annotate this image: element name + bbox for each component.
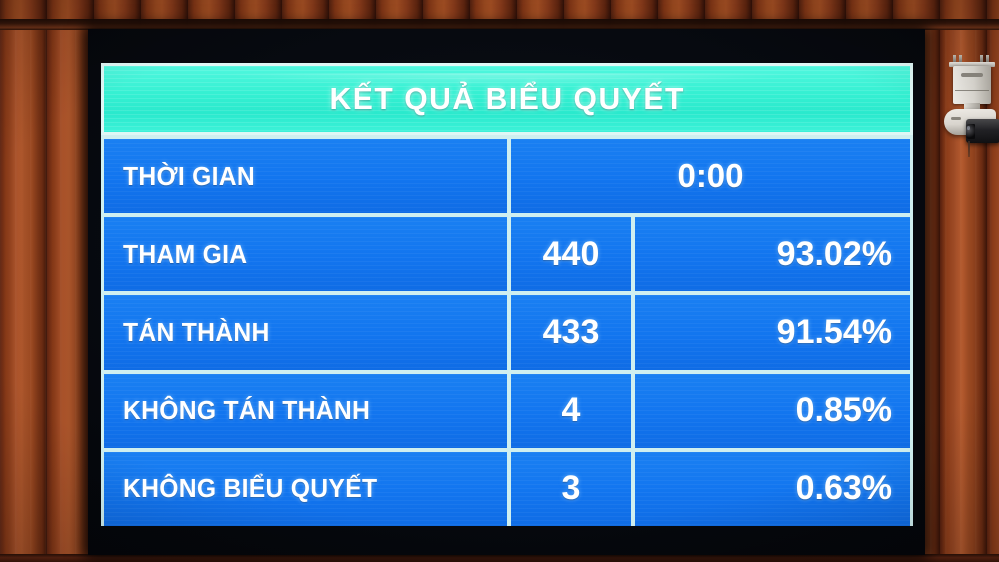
row-count-text: 4 [561, 391, 581, 430]
row-count-text: 3 [561, 469, 581, 508]
row-count-tham-gia: 440 [511, 217, 631, 292]
row-count-khong-tan-thanh: 4 [511, 373, 631, 448]
row-count-text: 433 [542, 313, 600, 351]
row-percent-text: 0.63% [795, 469, 892, 508]
table-row: TÁN THÀNH 433 91.54% [101, 295, 913, 370]
voting-result-board: KẾT QUẢ BIỂU QUYẾT THỜI GIAN 0:00 THAM G… [101, 63, 913, 527]
row-percent-khong-bieu-quyet: 0.63% [635, 451, 910, 527]
row-label-text: KHÔNG TÁN THÀNH [123, 395, 371, 426]
camera-box-vent [961, 73, 983, 77]
row-label-text: KHÔNG BIỂU QUYẾT [123, 473, 378, 504]
row-label-text: THAM GIA [123, 238, 248, 269]
camera-arm-marking [951, 117, 961, 120]
row-count-tan-thanh: 433 [511, 295, 631, 370]
camera-lens-highlight [967, 126, 970, 130]
board-header: KẾT QUẢ BIỂU QUYẾT [101, 63, 913, 135]
timer-value: 0:00 [677, 157, 744, 195]
security-camera-icon [944, 55, 999, 163]
row-percent-tan-thanh: 91.54% [635, 295, 910, 370]
camera-neck [964, 103, 980, 111]
camera-junction-box [953, 66, 991, 104]
row-percent-text: 91.54% [776, 313, 892, 351]
table-row: THỜI GIAN 0:00 [101, 139, 913, 214]
board-body: THỜI GIAN 0:00 THAM GIA 440 93.02% [101, 135, 913, 527]
camera-mount-plate [949, 62, 995, 67]
row-count-text: 440 [542, 234, 600, 273]
table-row: THAM GIA 440 93.02% [101, 217, 913, 292]
row-label-khong-tan-thanh: KHÔNG TÁN THÀNH [104, 373, 507, 448]
row-percent-khong-tan-thanh: 0.85% [635, 373, 910, 448]
camera-lens-icon [966, 124, 975, 139]
row-count-khong-bieu-quyet: 3 [511, 451, 631, 527]
row-percent-tham-gia: 93.02% [635, 217, 910, 292]
row-label-tham-gia: THAM GIA [104, 217, 507, 292]
wall-bottom-wood-strip [0, 554, 999, 562]
wall-top-shadow-gap [0, 19, 999, 30]
page-title: KẾT QUẢ BIỂU QUYẾT [329, 81, 685, 116]
camera-box-seam [955, 90, 989, 91]
row-label-tan-thanh: TÁN THÀNH [104, 295, 507, 370]
row-value-thoi-gian: 0:00 [511, 139, 910, 214]
camera-mount-bolt [953, 55, 956, 64]
row-label-thoi-gian: THỜI GIAN [104, 139, 507, 214]
row-label-text: TÁN THÀNH [123, 317, 270, 347]
camera-mount-bolt [959, 55, 962, 64]
row-label-khong-bieu-quyet: KHÔNG BIỂU QUYẾT [104, 451, 507, 527]
wall-top-wood-strip [0, 0, 999, 19]
camera-cable [968, 141, 970, 157]
camera-mount-bolt [986, 55, 989, 64]
table-row: KHÔNG BIỂU QUYẾT 3 0.63% [101, 451, 913, 527]
row-label-text: THỜI GIAN [123, 160, 256, 191]
table-row: KHÔNG TÁN THÀNH 4 0.85% [101, 373, 913, 448]
camera-mount-bolt [980, 55, 983, 64]
row-percent-text: 0.85% [795, 391, 892, 430]
row-percent-text: 93.02% [776, 234, 892, 273]
